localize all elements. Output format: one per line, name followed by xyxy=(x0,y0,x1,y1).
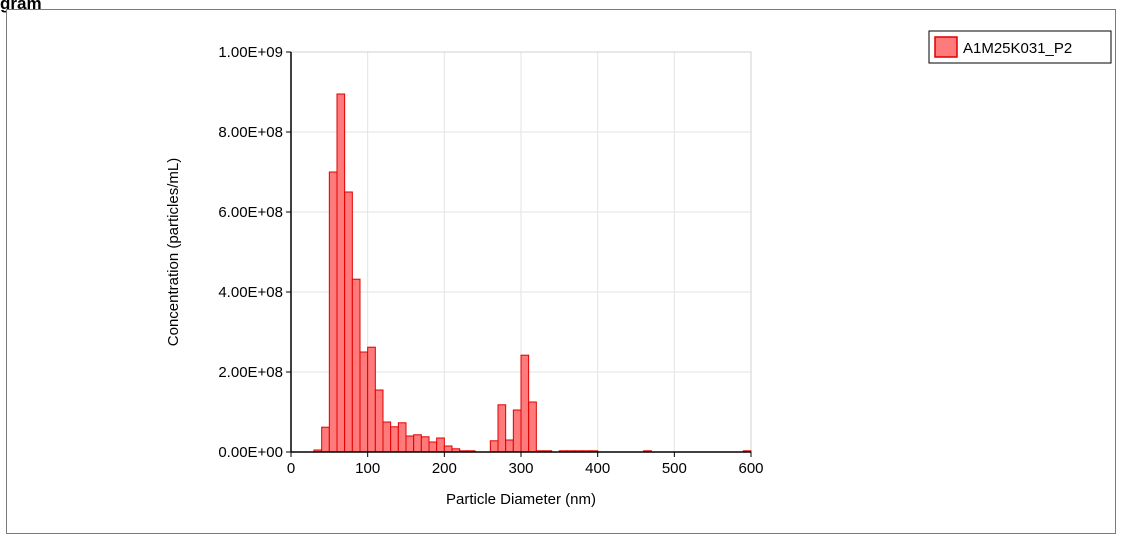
y-tick-label: 6.00E+08 xyxy=(218,204,283,221)
x-axis-title: Particle Diameter (nm) xyxy=(446,491,596,508)
histogram-bar xyxy=(505,439,514,453)
y-tick-label: 2.00E+08 xyxy=(218,364,283,381)
x-tick-label: 300 xyxy=(508,460,533,477)
histogram-bar xyxy=(497,404,507,453)
x-tick-label: 100 xyxy=(355,460,380,477)
legend-box xyxy=(928,30,1112,64)
y-tick-label: 8.00E+08 xyxy=(218,124,283,141)
y-tick-label: 0.00E+00 xyxy=(218,444,283,461)
histogram-bar xyxy=(390,426,399,453)
histogram-bar xyxy=(359,351,369,453)
axes xyxy=(286,51,752,457)
histogram-bar xyxy=(520,354,530,453)
histogram-bar xyxy=(428,441,438,453)
histogram-bar xyxy=(374,389,384,453)
chart-panel: 0 100 200 300 400 500 600 0.00E+00 2.00E+08 4.00E… xyxy=(6,9,1116,534)
legend: A1M25K031_P2 xyxy=(928,30,1112,64)
histogram-bar xyxy=(328,171,338,453)
bars xyxy=(313,93,752,453)
tick-labels: 0 100 200 300 400 500 600 0.00E+00 2.00E+08 4.00E… xyxy=(218,44,763,477)
legend-label: A1M25K031_P2 xyxy=(963,40,1072,57)
y-axis-title: Concentration (particles/mL) xyxy=(165,158,182,346)
histogram-bar xyxy=(443,445,453,453)
histogram-bar xyxy=(512,409,522,453)
histogram-bar xyxy=(420,436,430,453)
histogram-bar xyxy=(336,93,346,453)
histogram-bar xyxy=(436,437,445,453)
x-tick-label: 600 xyxy=(738,460,763,477)
histogram-bar xyxy=(413,434,422,453)
histogram-bar xyxy=(321,426,330,453)
x-tick-label: 500 xyxy=(662,460,687,477)
histogram-bar xyxy=(344,191,353,453)
y-tick-label: 4.00E+08 xyxy=(218,284,283,301)
histogram-chart: 0 100 200 300 400 500 600 0.00E+00 2.00E+08 4.00E… xyxy=(165,30,1112,508)
histogram-bar xyxy=(489,440,499,453)
x-tick-label: 200 xyxy=(432,460,457,477)
histogram-bar xyxy=(528,401,537,453)
histogram-bar xyxy=(382,421,392,453)
histogram-bar xyxy=(367,346,376,453)
y-tick-label: 1.00E+09 xyxy=(218,44,283,61)
x-tick-label: 400 xyxy=(585,460,610,477)
histogram-bar xyxy=(351,278,361,453)
histogram-bar xyxy=(397,422,407,453)
histogram-bar xyxy=(405,435,415,453)
x-tick-label: 0 xyxy=(287,460,295,477)
legend-swatch xyxy=(934,36,958,58)
